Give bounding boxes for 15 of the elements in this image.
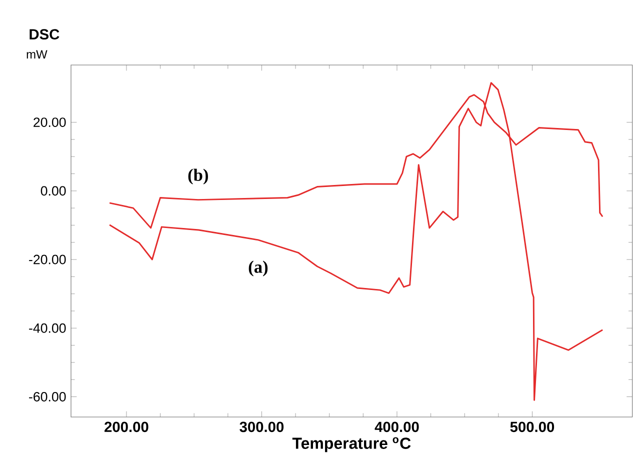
line-series	[108, 82, 604, 401]
x-tick-label: 300.00	[240, 422, 284, 432]
y-tick-label: -60.00	[29, 392, 66, 402]
series-label: (b)	[188, 168, 208, 184]
x-axis-title: Temperature $^{o}$C	[292, 437, 411, 452]
series-label: (a)	[248, 260, 268, 276]
y-tick-label: -20.00	[29, 254, 66, 264]
y-tick-label: -40.00	[29, 323, 66, 333]
x-tick-label: 400.00	[374, 422, 419, 432]
x-tick-label: 500.00	[510, 422, 554, 432]
x-tick-label: 200.00	[104, 422, 148, 432]
chart-title: DSC	[30, 29, 60, 40]
y-axis-title: mW	[26, 50, 48, 58]
y-tick-label: 20.00	[34, 118, 66, 127]
y-tick-label: 0.00	[40, 186, 66, 196]
